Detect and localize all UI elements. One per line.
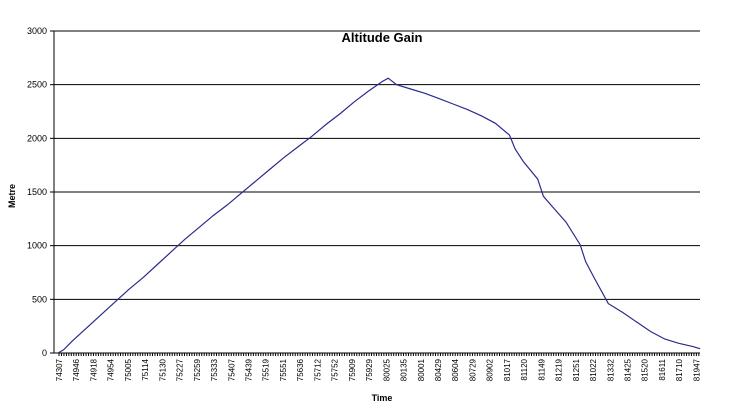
y-axis-ticks: 0 500 1000 1500 2000 2500 3000 (27, 26, 54, 358)
x-tick-label: 75259 (193, 358, 202, 381)
x-axis-ticks: 74307 74946 74918 74954 75005 75114 75130 75227… (55, 353, 701, 381)
x-tick-label: 75712 (313, 358, 322, 381)
x-axis-label: Time (372, 393, 393, 403)
x-tick-label: 81425 (623, 358, 632, 381)
x-tick-label: 81120 (520, 358, 529, 380)
x-tick-label: 80902 (486, 358, 495, 381)
x-tick-label: 81022 (589, 358, 598, 381)
x-tick-label: 75439 (244, 358, 253, 381)
x-tick-label: 75551 (279, 358, 288, 381)
x-tick-label: 81611 (658, 358, 667, 380)
x-tick-label: 75130 (158, 358, 167, 381)
y-tick-label: 2000 (27, 133, 47, 143)
x-tick-label: 75227 (176, 358, 185, 381)
x-tick-label: 80429 (434, 358, 443, 381)
x-tick-label: 75333 (210, 358, 219, 381)
chart-title: Altitude Gain (342, 30, 423, 45)
x-tick-label: 80604 (451, 358, 460, 381)
x-tick-label: 75929 (365, 358, 374, 381)
series-line-altitude (57, 77, 701, 354)
y-tick-label: 1000 (27, 241, 47, 251)
y-tick-label: 0 (42, 348, 47, 358)
x-tick-label: 74307 (55, 358, 64, 381)
y-tick-label: 500 (32, 294, 47, 304)
x-tick-label: 75752 (331, 358, 340, 381)
x-tick-label: 75114 (141, 358, 150, 380)
x-tick-label: 80729 (468, 358, 477, 381)
x-tick-label: 75005 (124, 358, 133, 381)
x-tick-label: 81017 (503, 358, 512, 381)
gridlines (54, 30, 700, 300)
x-tick-label: 80001 (417, 358, 426, 381)
x-tick-label: 81149 (537, 358, 546, 380)
x-tick-label: 74918 (89, 358, 98, 381)
x-tick-label: 81710 (675, 358, 684, 381)
x-tick-label: 75909 (348, 358, 357, 381)
x-tick-label: 75636 (296, 358, 305, 381)
x-tick-label: 81520 (641, 358, 650, 381)
y-tick-label: 3000 (27, 26, 47, 36)
x-tick-label: 81332 (606, 358, 615, 381)
x-tick-label: 81251 (572, 358, 581, 381)
x-tick-label: 80135 (400, 358, 409, 381)
x-tick-label: 81219 (555, 358, 564, 381)
y-axis-label: Metre (7, 184, 17, 208)
x-tick-label: 81947 (692, 358, 701, 381)
x-tick-label: 74954 (107, 358, 116, 381)
y-tick-label: 2500 (27, 80, 47, 90)
x-tick-label: 80025 (382, 358, 391, 381)
x-tick-label: 75407 (227, 358, 236, 381)
y-tick-label: 1500 (27, 187, 47, 197)
x-tick-label: 74946 (72, 358, 81, 381)
x-tick-label: 75519 (262, 358, 271, 381)
